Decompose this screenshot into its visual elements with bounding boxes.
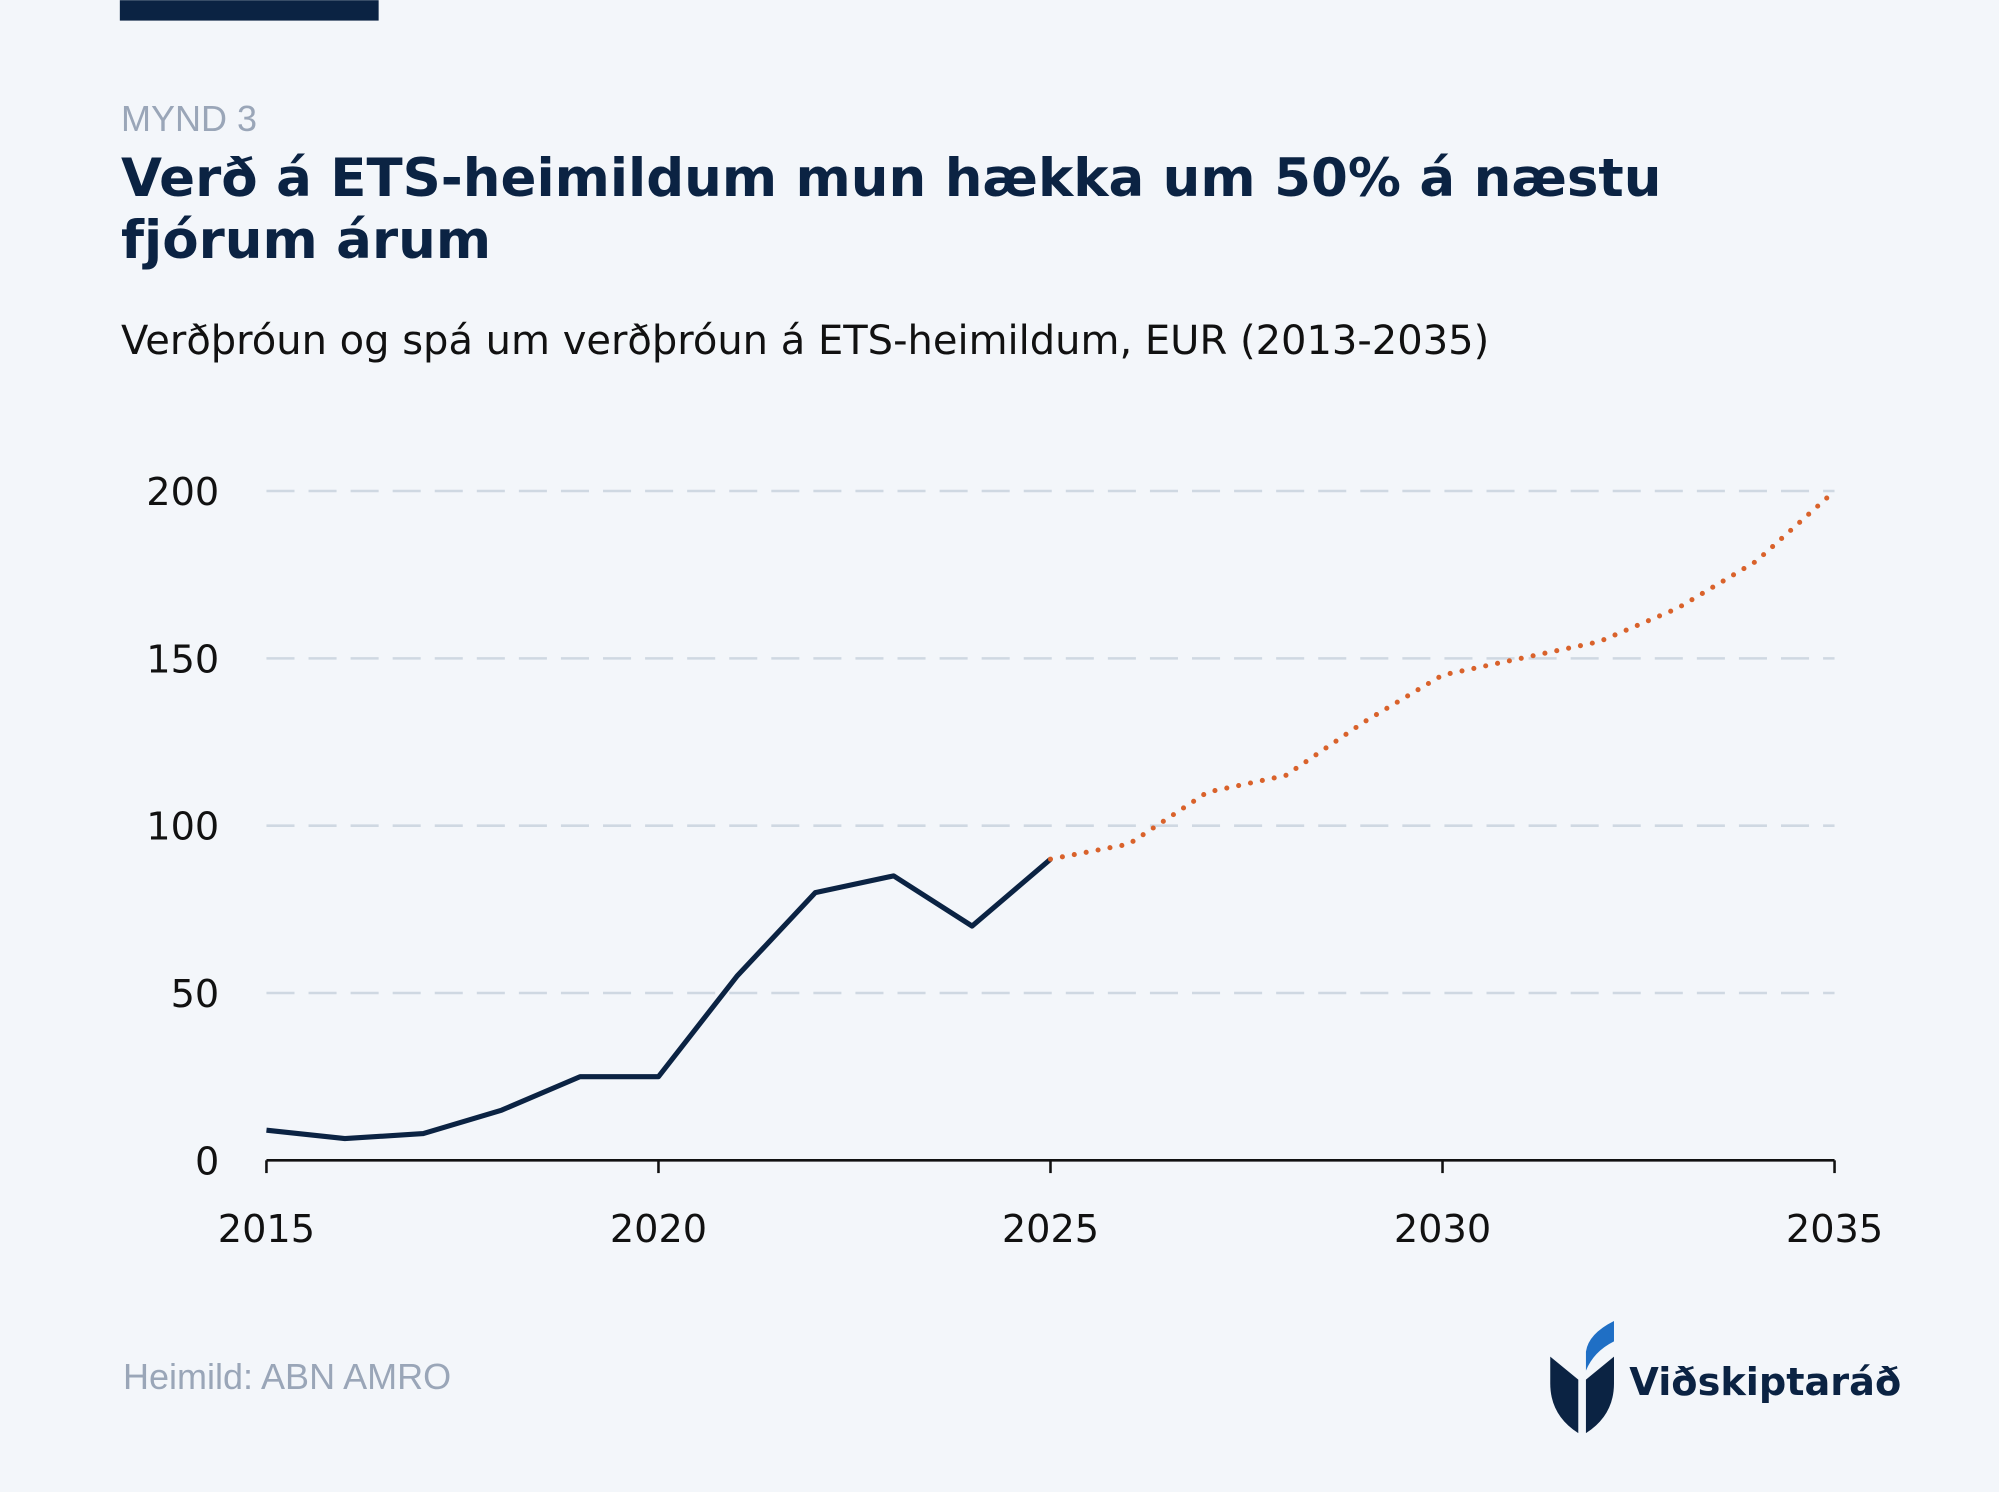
x-tick-label: 2020 xyxy=(610,1208,707,1252)
top-bar xyxy=(119,0,379,21)
x-tick-label: 2035 xyxy=(1786,1208,1883,1252)
chart-title: Verð á ETS-heimildum mun hækka um 50% á … xyxy=(121,148,1662,271)
data-line xyxy=(1047,488,1838,862)
x-tick-label: 2025 xyxy=(1002,1208,1099,1252)
x-tick-label: 2030 xyxy=(1394,1208,1491,1252)
y-tick-label: 0 xyxy=(195,1140,219,1184)
data-line xyxy=(266,857,1053,1142)
figure-label: MYND 3 xyxy=(121,98,258,139)
y-tick-label: 200 xyxy=(146,471,219,515)
chart-subtitle: Verðþróun og spá um verðþróun á ETS-heim… xyxy=(121,318,1490,364)
logo: Viðskiptaráð xyxy=(1550,1320,1901,1434)
source-note: Heimild: ABN AMRO xyxy=(123,1356,452,1397)
y-tick-label: 50 xyxy=(171,973,220,1017)
y-tick-label: 150 xyxy=(146,638,219,682)
brand-name: Viðskiptaráð xyxy=(1629,1361,1901,1405)
x-tick-label: 2015 xyxy=(218,1208,315,1252)
y-tick-label: 100 xyxy=(146,806,219,850)
